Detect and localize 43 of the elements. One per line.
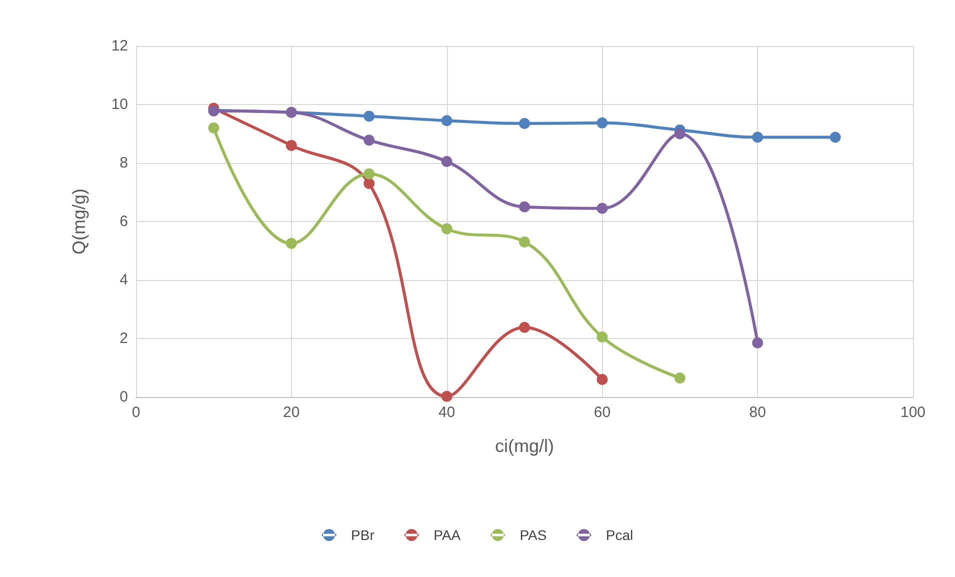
point (364, 178, 375, 189)
point (519, 118, 530, 130)
point (830, 132, 841, 143)
point (596, 202, 608, 214)
legend-label: Pcal (606, 527, 634, 543)
point (519, 201, 530, 212)
point (596, 332, 608, 343)
y-tick-label: 0 (120, 388, 128, 406)
point (286, 238, 297, 249)
point (441, 390, 452, 402)
x-tick-label: 100 (900, 404, 926, 421)
y-tick-label: 6 (120, 213, 128, 230)
x-tick-label: 40 (438, 404, 456, 421)
point (364, 134, 375, 146)
point (752, 337, 764, 348)
x-axis-title: ci(mg/l) (495, 436, 554, 456)
x-tick-label: 20 (283, 404, 300, 421)
legend-label: PAA (434, 527, 462, 543)
x-tick-label: 60 (594, 404, 611, 421)
point (364, 110, 375, 122)
legend-label: PAS (520, 527, 547, 543)
point (441, 115, 452, 126)
point (752, 132, 764, 143)
x-tick-label: 0 (132, 404, 140, 421)
point (208, 122, 220, 134)
y-tick-label: 2 (120, 330, 128, 347)
point (286, 140, 297, 151)
x-tick-label: 80 (749, 404, 766, 421)
y-tick-label: 8 (120, 154, 128, 172)
point (519, 322, 530, 333)
point (596, 117, 608, 128)
point (674, 372, 686, 384)
point (441, 223, 452, 234)
y-tick-label: 10 (111, 96, 128, 113)
y-axis-title: Q(mg/g) (69, 188, 89, 255)
legend-label: PBr (351, 527, 375, 543)
point (441, 156, 452, 168)
y-tick-label: 12 (111, 38, 128, 54)
point (596, 374, 608, 385)
y-tick-label: 4 (120, 272, 128, 288)
point (364, 168, 375, 180)
point (519, 236, 530, 248)
point (674, 128, 686, 140)
